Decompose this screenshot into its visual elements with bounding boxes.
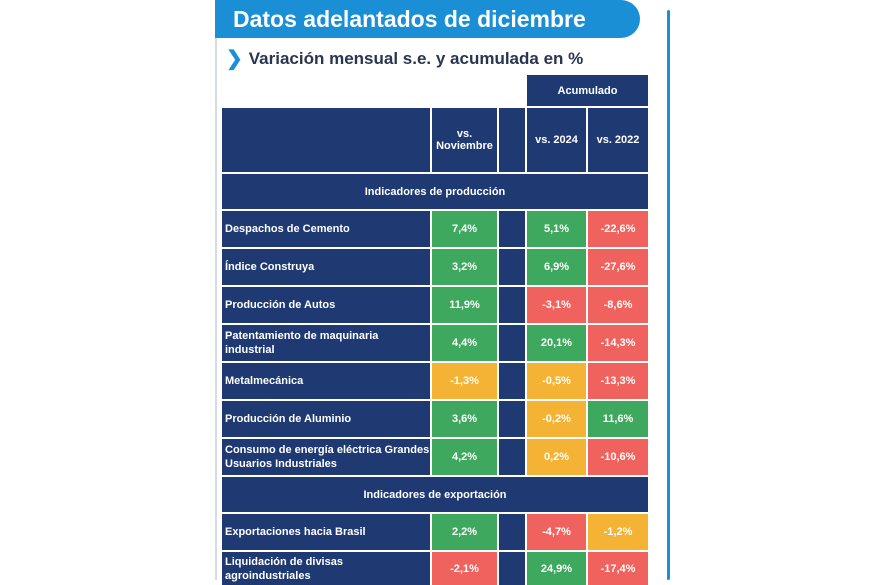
spacer-cell — [499, 211, 525, 247]
row-label: Patentamiento de maquinaria industrial — [222, 325, 430, 361]
value-cell: 6,9% — [527, 249, 586, 285]
value-cell: -2,1% — [432, 552, 497, 585]
left-border — [215, 0, 217, 580]
value-cell: 11,9% — [432, 287, 497, 323]
subtitle: ❯ Variación mensual s.e. y acumulada en % — [226, 46, 583, 71]
value-cell: 7,4% — [432, 211, 497, 247]
row-label: Despachos de Cemento — [222, 211, 430, 247]
row-label: Liquidación de divisas agroindustriales — [222, 552, 430, 585]
subtitle-text: Variación mensual s.e. y acumulada en % — [248, 48, 584, 68]
header-spacer — [499, 108, 525, 172]
value-cell: -17,4% — [588, 552, 648, 585]
value-cell: 2,2% — [432, 514, 497, 550]
spacer-cell — [499, 363, 525, 399]
value-cell: -14,3% — [588, 325, 648, 361]
spacer-cell — [499, 401, 525, 437]
section-header: Indicadores de exportación — [222, 477, 648, 512]
spacer-cell — [499, 249, 525, 285]
spacer-cell — [499, 325, 525, 361]
header-blank — [222, 108, 430, 172]
value-cell: -3,1% — [527, 287, 586, 323]
value-cell: 0,2% — [527, 439, 586, 475]
value-cell: 3,6% — [432, 401, 497, 437]
right-border — [667, 10, 670, 580]
value-cell: -10,6% — [588, 439, 648, 475]
header-vs-noviembre: vs. Noviembre — [432, 108, 497, 172]
row-label: Producción de Aluminio — [222, 401, 430, 437]
chevron-right-icon: ❯ — [226, 48, 243, 70]
row-label: Metalmecánica — [222, 363, 430, 399]
row-label: Índice Construya — [222, 249, 430, 285]
value-cell: 11,6% — [588, 401, 648, 437]
row-label: Producción de Autos — [222, 287, 430, 323]
spacer-cell — [499, 287, 525, 323]
row-label: Consumo de energía eléctrica Grandes Usu… — [222, 439, 430, 475]
spacer-cell — [499, 439, 525, 475]
spacer-cell — [499, 552, 525, 585]
header-vs-2022: vs. 2022 — [588, 108, 648, 172]
value-cell: -1,2% — [588, 514, 648, 550]
value-cell: -4,7% — [527, 514, 586, 550]
value-cell: 20,1% — [527, 325, 586, 361]
value-cell: -0,5% — [527, 363, 586, 399]
value-cell: -13,3% — [588, 363, 648, 399]
value-cell: 3,2% — [432, 249, 497, 285]
value-cell: -0,2% — [527, 401, 586, 437]
value-cell: -27,6% — [588, 249, 648, 285]
value-cell: 4,2% — [432, 439, 497, 475]
value-cell: -22,6% — [588, 211, 648, 247]
spacer-cell — [499, 514, 525, 550]
value-cell: 4,4% — [432, 325, 497, 361]
value-cell: -1,3% — [432, 363, 497, 399]
value-cell: -8,6% — [588, 287, 648, 323]
value-cell: 24,9% — [527, 552, 586, 585]
section-header: Indicadores de producción — [222, 174, 648, 209]
value-cell: 5,1% — [527, 211, 586, 247]
row-label: Exportaciones hacia Brasil — [222, 514, 430, 550]
header-vs-2024: vs. 2024 — [527, 108, 586, 172]
header-acumulado: Acumulado — [527, 75, 648, 106]
page-title: Datos adelantados de diciembre — [215, 0, 640, 38]
